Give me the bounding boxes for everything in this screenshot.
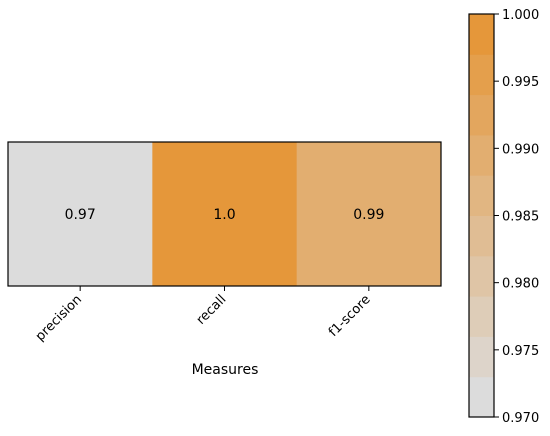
colorbar-step (469, 94, 494, 136)
colorbar-tick-label: 0.990 (502, 142, 539, 157)
colorbar-step (469, 376, 494, 418)
colorbar (469, 14, 494, 418)
heatmap-cell-precision (8, 142, 153, 286)
colorbar-tick-label: 0.995 (502, 75, 539, 90)
colorbar-tick-label: 1.000 (502, 8, 539, 23)
heatmap-cells: 0.97 1.0 0.99 (8, 142, 442, 286)
colorbar-step (469, 215, 494, 257)
x-axis-ticks: precision recall f1-score (33, 286, 374, 344)
colorbar-tick-label: 0.985 (502, 210, 539, 225)
x-tick-label: f1-score (326, 292, 374, 340)
x-tick-label: recall (194, 292, 230, 328)
colorbar-step (469, 134, 494, 176)
colorbar-tick-label: 0.970 (502, 411, 539, 426)
x-axis-label: Measures (192, 362, 259, 378)
colorbar-step (469, 14, 494, 55)
colorbar-ticks: 0.970 0.975 0.980 0.985 0.990 0.995 1.000 (494, 8, 539, 426)
cell-value-label: 0.97 (65, 207, 96, 223)
colorbar-step (469, 255, 494, 297)
colorbar-step (469, 296, 494, 337)
colorbar-tick-label: 0.975 (502, 344, 539, 359)
cell-value-label: 1.0 (213, 207, 235, 223)
colorbar-tick-label: 0.980 (502, 277, 539, 292)
colorbar-step (469, 54, 494, 96)
x-tick-label: precision (33, 292, 85, 344)
cell-value-label: 0.99 (353, 207, 384, 223)
colorbar-step (469, 175, 494, 216)
heatmap-cell-f1-score (296, 142, 442, 286)
heatmap-cell-recall (152, 142, 298, 286)
colorbar-step (469, 336, 494, 378)
